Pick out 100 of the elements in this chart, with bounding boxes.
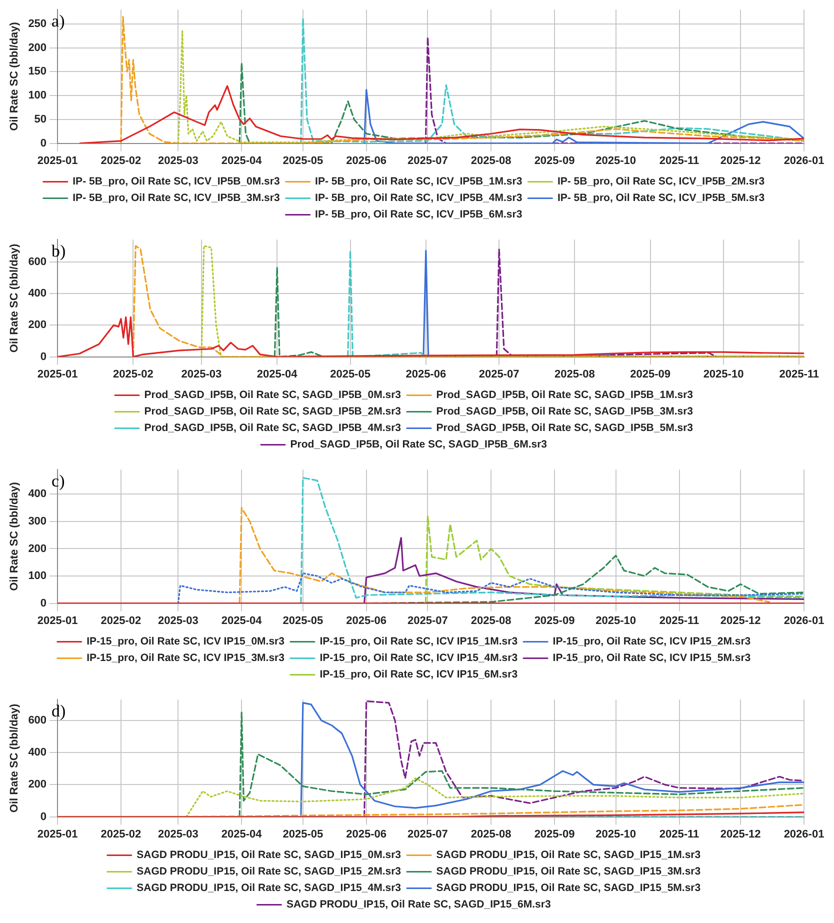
legend-label: Prod_SAGD_IP5B, Oil Rate SC, SAGD_IP5B_5M.sr3 (436, 422, 694, 434)
y-tick-label: 200 (28, 319, 47, 332)
legend-label: IP- 5B_pro, Oil Rate SC, ICV_IP5B_5M.sr3 (557, 192, 765, 204)
legend-label: Prod_SAGD_IP5B, Oil Rate SC, SAGD_IP5B_2M.sr3 (144, 406, 402, 418)
line-series (300, 476, 804, 604)
x-tick-label: 2025-06 (406, 368, 446, 380)
legend-label: Prod_SAGD_IP5B, Oil Rate SC, SAGD_IP5B_6M.sr3 (290, 438, 548, 451)
x-tick-label: 2025-09 (534, 614, 575, 627)
x-tick-label: 2025-04 (221, 154, 263, 167)
x-tick-label: 2025-05 (330, 368, 370, 380)
y-tick-label: 0 (40, 810, 47, 823)
legend-label: SAGD PRODU_IP15, Oil Rate SC, SAGD_IP15_1M.sr3 (436, 849, 701, 862)
y-tick-label: 50 (34, 113, 47, 126)
x-tick-label: 2025-10 (703, 368, 744, 380)
y-tick-label: 400 (28, 746, 47, 759)
x-tick-label: 2025-06 (346, 828, 387, 840)
legend-label: IP-15_pro, Oil Rate SC, ICV IP15_6M.sr3 (320, 668, 518, 681)
y-tick-label: 0 (40, 350, 47, 363)
x-tick-label: 2025-02 (100, 828, 142, 840)
y-tick-label: 250 (28, 18, 47, 30)
x-tick-label: 2025-03 (181, 368, 222, 380)
y-tick-label: 200 (28, 542, 47, 555)
line-series (120, 16, 804, 144)
y-tick-label: 0 (40, 137, 47, 150)
x-tick-label: 2025-04 (256, 368, 298, 380)
x-tick-label: 2025-08 (470, 154, 512, 167)
x-tick-label: 2025-11 (779, 368, 820, 380)
legend-label: Prod_SAGD_IP5B, Oil Rate SC, SAGD_IP5B_0M.sr3 (144, 389, 402, 402)
legend-label: IP- 5B_pro, Oil Rate SC, ICV_IP5B_3M.sr3 (72, 192, 280, 204)
x-tick-label: 2026-01 (784, 614, 824, 627)
line-series (424, 515, 804, 604)
x-tick-label: 2025-06 (346, 614, 387, 627)
legend-label: IP- 5B_pro, Oil Rate SC, ICV_IP5B_1M.sr3 (315, 176, 522, 188)
line-series (238, 62, 804, 144)
line-series (238, 712, 804, 817)
x-tick-label: 2025-07 (408, 828, 448, 840)
x-tick-label: 2025-02 (112, 368, 154, 380)
legend-label: IP-15_pro, Oil Rate SC, ICV IP15_1M.sr3 (320, 636, 518, 648)
y-tick-label: 300 (28, 515, 47, 528)
x-tick-label: 2025-01 (37, 154, 78, 167)
x-tick-label: 2025-05 (282, 154, 324, 167)
x-tick-label: 2025-10 (596, 828, 636, 840)
x-tick-label: 2025-07 (408, 154, 448, 167)
y-tick-label: 150 (28, 66, 47, 78)
x-tick-label: 2025-12 (720, 828, 761, 840)
x-tick-label: 2025-11 (659, 828, 700, 840)
line-series (186, 777, 804, 817)
line-series (238, 507, 770, 604)
x-tick-label: 2025-07 (478, 368, 520, 380)
y-tick-label: 100 (28, 90, 47, 102)
x-tick-label: 2025-11 (659, 614, 700, 627)
x-tick-label: 2025-03 (158, 154, 198, 167)
x-tick-label: 2025-10 (596, 614, 636, 627)
y-tick-label: 400 (28, 287, 47, 300)
legend-label: Prod_SAGD_IP5B, Oil Rate SC, SAGD_IP5B_3M.sr3 (436, 406, 694, 418)
y-tick-label: 400 (28, 488, 47, 500)
x-tick-label: 2025-09 (534, 828, 575, 840)
legend-label: IP-15_pro, Oil Rate SC, ICV IP15_3M.sr3 (86, 652, 285, 664)
x-tick-label: 2025-10 (596, 154, 636, 167)
chart-title: a) (52, 12, 65, 31)
legend-label: SAGD PRODU_IP15, Oil Rate SC, SAGD_IP15_6M.sr3 (286, 898, 551, 911)
x-tick-label: 2025-09 (630, 368, 671, 380)
x-tick-label: 2025-02 (100, 154, 142, 167)
x-tick-label: 2025-01 (37, 614, 78, 627)
chart-title: d) (52, 702, 66, 721)
legend-label: SAGD PRODU_IP15, Oil Rate SC, SAGD_IP15_3M.sr3 (436, 866, 701, 878)
x-tick-label: 2025-12 (720, 614, 761, 627)
y-tick-label: 0 (40, 597, 47, 610)
legend-label: IP- 5B_pro, Oil Rate SC, ICV_IP5B_2M.sr3 (557, 176, 765, 188)
line-series (177, 572, 804, 604)
x-tick-label: 2025-04 (221, 614, 263, 627)
legend-label: IP- 5B_pro, Oil Rate SC, ICV_IP5B_6M.sr3 (315, 208, 522, 221)
legend-label: SAGD PRODU_IP15, Oil Rate SC, SAGD_IP15_5M.sr3 (436, 882, 701, 894)
y-axis-title: Oil Rate SC (bbl/day) (8, 243, 21, 353)
x-tick-label: 2025-02 (100, 614, 142, 627)
x-tick-label: 2025-01 (37, 828, 78, 840)
chart-title: c) (52, 472, 65, 491)
y-tick-label: 600 (28, 256, 47, 268)
y-axis-title: Oil Rate SC (bbl/day) (8, 22, 21, 131)
legend-label: SAGD PRODU_IP15, Oil Rate SC, SAGD_IP15_4M.sr3 (136, 882, 402, 894)
x-tick-label: 2025-01 (37, 368, 78, 380)
x-tick-label: 2025-03 (158, 828, 198, 840)
legend-label: IP-15_pro, Oil Rate SC, ICV IP15_2M.sr3 (552, 636, 751, 648)
chart-title: b) (52, 242, 66, 261)
x-tick-label: 2025-12 (720, 154, 761, 167)
x-tick-label: 2026-01 (784, 154, 824, 167)
line-series (177, 30, 804, 144)
legend-label: IP-15_pro, Oil Rate SC, ICV IP15_5M.sr3 (552, 652, 751, 664)
x-tick-label: 2025-08 (470, 828, 512, 840)
x-tick-label: 2025-03 (158, 614, 198, 627)
legend-label: IP-15_pro, Oil Rate SC, ICV IP15_0M.sr3 (86, 636, 285, 648)
x-tick-label: 2025-08 (470, 614, 512, 627)
legend-label: SAGD PRODU_IP15, Oil Rate SC, SAGD_IP15_2M.sr3 (136, 866, 402, 878)
y-axis-title: Oil Rate SC (bbl/day) (8, 703, 21, 813)
x-tick-label: 2025-06 (346, 154, 387, 167)
y-tick-label: 600 (28, 714, 47, 727)
x-tick-label: 2025-11 (659, 154, 700, 167)
legend-label: IP-15_pro, Oil Rate SC, ICV IP15_4M.sr3 (320, 652, 518, 664)
x-tick-label: 2026-01 (784, 828, 824, 840)
x-tick-label: 2025-08 (554, 368, 595, 380)
